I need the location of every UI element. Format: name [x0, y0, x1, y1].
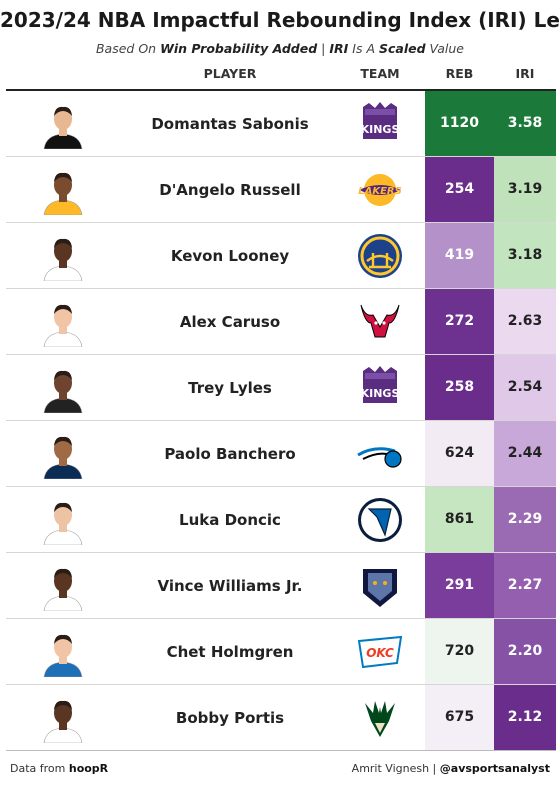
player-name: Alex Caruso: [179, 313, 281, 331]
reb-cell: 291: [425, 553, 494, 618]
table-row: Bobby Portis 675 2.12: [6, 685, 556, 751]
player-name: Luka Doncic: [179, 511, 281, 529]
kings-logo-icon: KINGS: [361, 102, 400, 139]
reb-cell: 624: [425, 421, 494, 486]
player-name: D'Angelo Russell: [159, 181, 301, 199]
bulls-logo-icon: [360, 304, 400, 338]
player-headshot-icon: [38, 99, 88, 149]
lakers-logo-icon: LAKERS: [358, 174, 402, 206]
bucks-logo-icon: [365, 701, 395, 737]
svg-text:KINGS: KINGS: [361, 123, 400, 136]
iri-cell: 3.18: [494, 223, 556, 288]
table-row: Domantas Sabonis KINGS 1120 3.58: [6, 91, 556, 157]
footer-divider: [6, 750, 556, 751]
column-header-reb: REB: [445, 66, 474, 81]
iri-cell: 2.29: [494, 487, 556, 552]
reb-cell: 272: [425, 289, 494, 354]
table-row: Chet Holmgren OKC 720 2.20: [6, 619, 556, 685]
reb-cell: 1120: [425, 91, 494, 156]
iri-cell: 2.63: [494, 289, 556, 354]
player-headshot-icon: [38, 429, 88, 479]
player-headshot-icon: [38, 627, 88, 677]
table-row: Kevon Looney 419 3.18: [6, 223, 556, 289]
iri-cell: 2.44: [494, 421, 556, 486]
table-row: Luka Doncic 861 2.29: [6, 487, 556, 553]
player-headshot-icon: [38, 165, 88, 215]
reb-cell: 720: [425, 619, 494, 684]
player-name: Vince Williams Jr.: [157, 577, 303, 595]
player-headshot-icon: [38, 231, 88, 281]
chart-subtitle: Based On Win Probability Added | IRI Is …: [0, 41, 560, 56]
subtitle-part: IRI: [329, 41, 349, 56]
iri-cell: 2.20: [494, 619, 556, 684]
column-header-iri: IRI: [515, 66, 535, 81]
iri-cell: 3.58: [494, 91, 556, 156]
iri-cell: 2.27: [494, 553, 556, 618]
reb-cell: 254: [425, 157, 494, 222]
player-name: Domantas Sabonis: [151, 115, 309, 133]
svg-text:KINGS: KINGS: [361, 387, 400, 400]
reb-cell: 258: [425, 355, 494, 420]
player-headshot-icon: [38, 297, 88, 347]
warriors-logo-icon: [358, 234, 402, 278]
player-name: Chet Holmgren: [166, 643, 294, 661]
svg-text:LAKERS: LAKERS: [358, 186, 402, 197]
player-headshot-icon: [38, 561, 88, 611]
column-header-player: PLAYER: [203, 66, 257, 81]
iri-cell: 2.12: [494, 685, 556, 750]
data-source: Data from hoopR: [10, 762, 109, 775]
column-header-team: TEAM: [360, 66, 400, 81]
player-name: Paolo Banchero: [164, 445, 296, 463]
table-row: Paolo Banchero 624 2.44: [6, 421, 556, 487]
mavericks-logo-icon: [358, 498, 402, 542]
subtitle-part: Value: [425, 41, 465, 56]
player-name: Bobby Portis: [175, 709, 285, 727]
thunder-logo-icon: OKC: [357, 635, 403, 669]
magic-logo-icon: [357, 447, 402, 468]
reb-cell: 861: [425, 487, 494, 552]
table-row: Alex Caruso 272 2.63: [6, 289, 556, 355]
chart-title: 2023/24 NBA Impactful Rebounding Index (…: [0, 8, 560, 32]
header-divider: [6, 89, 556, 91]
table-row: Vince Williams Jr. 291 2.27: [6, 553, 556, 619]
svg-text:OKC: OKC: [366, 646, 394, 660]
table-row: Trey Lyles KINGS 258 2.54: [6, 355, 556, 421]
grizzlies-logo-icon: [363, 569, 397, 607]
player-headshot-icon: [38, 693, 88, 743]
subtitle-part: Based On: [95, 41, 161, 56]
player-name: Kevon Looney: [170, 247, 290, 265]
kings-logo-icon: KINGS: [361, 366, 400, 403]
reb-cell: 675: [425, 685, 494, 750]
player-name: Trey Lyles: [188, 379, 272, 397]
subtitle-part: Is A: [348, 41, 379, 56]
subtitle-part: Scaled: [378, 41, 426, 56]
player-headshot-icon: [38, 495, 88, 545]
subtitle-part: |: [317, 41, 330, 56]
player-headshot-icon: [38, 363, 88, 413]
credit: Amrit Vignesh | @avsportsanalyst: [351, 762, 550, 775]
table-row: D'Angelo Russell LAKERS 254 3.19: [6, 157, 556, 223]
iri-cell: 3.19: [494, 157, 556, 222]
reb-cell: 419: [425, 223, 494, 288]
iri-cell: 2.54: [494, 355, 556, 420]
subtitle-part: Win Probability Added: [160, 41, 318, 56]
